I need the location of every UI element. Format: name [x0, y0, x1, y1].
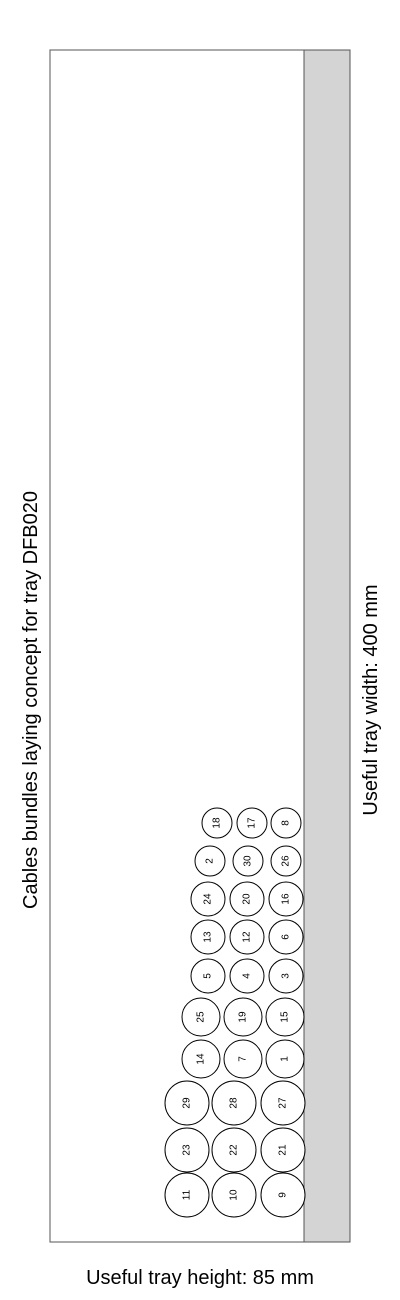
cable-bundle: 28 — [211, 1080, 257, 1126]
cable-bundle-circle — [223, 997, 263, 1037]
cable-bundle: 8 — [270, 807, 302, 839]
cable-bundle-label: 13 — [203, 931, 214, 943]
cable-bundle-circle — [265, 1039, 305, 1079]
cable-bundle-label: 11 — [182, 1189, 193, 1200]
cable-bundle-label: 19 — [238, 1011, 249, 1023]
cable-bundle-label: 7 — [238, 1056, 249, 1062]
cable-bundle-circle — [190, 919, 226, 955]
cable-bundle-circle — [164, 1127, 210, 1173]
cable-bundle-label: 24 — [203, 893, 214, 905]
cable-bundle-label: 4 — [242, 973, 253, 979]
cable-bundle-label: 6 — [281, 934, 292, 940]
cable-bundle: 9 — [260, 1172, 306, 1218]
cable-bundle: 15 — [265, 997, 305, 1037]
cable-bundle-circle — [268, 881, 304, 917]
cable-bundle-circle — [270, 807, 302, 839]
cable-bundle-circle — [201, 807, 233, 839]
cable-bundle-circle — [229, 919, 265, 955]
cable-bundle-circle — [232, 845, 264, 877]
cable-bundle-circle — [223, 1039, 263, 1079]
cable-bundle-circle — [164, 1080, 210, 1126]
cable-bundle: 25 — [181, 997, 221, 1037]
cable-bundle-circle — [260, 1080, 306, 1126]
cable-bundle: 29 — [164, 1080, 210, 1126]
cable-bundle-label: 28 — [229, 1097, 240, 1109]
cable-bundle-label: 29 — [182, 1097, 193, 1109]
cable-bundle-circle — [260, 1172, 306, 1218]
cable-bundle: 22 — [211, 1127, 257, 1173]
cable-bundle: 2 — [194, 845, 226, 877]
cable-bundle-circle — [164, 1172, 210, 1218]
cable-bundle: 26 — [270, 845, 302, 877]
cable-bundle-label: 16 — [281, 893, 292, 905]
cable-bundle: 30 — [232, 845, 264, 877]
cable-bundle: 18 — [201, 807, 233, 839]
cable-bundle: 14 — [181, 1039, 221, 1079]
cable-bundle-label: 14 — [196, 1053, 207, 1065]
cable-bundle-circle — [268, 919, 304, 955]
cable-bundle-circle — [211, 1127, 257, 1173]
cable-bundle-label: 9 — [278, 1192, 289, 1198]
tray-bottom-strip — [303, 49, 351, 1243]
cable-bundle: 11 — [164, 1172, 210, 1218]
cable-bundle-label: 25 — [196, 1011, 207, 1023]
cable-bundle-label: 3 — [281, 973, 292, 979]
cable-bundle: 10 — [211, 1172, 257, 1218]
cable-bundle-label: 21 — [278, 1144, 289, 1156]
tray-height-label: Useful tray height: 85 mm — [86, 1267, 314, 1289]
cable-bundle-circle — [190, 958, 226, 994]
cable-bundle-label: 12 — [242, 931, 253, 943]
cable-bundle: 17 — [236, 807, 268, 839]
cable-bundle-circle — [211, 1080, 257, 1126]
cable-bundle-circle — [229, 881, 265, 917]
cable-bundle-label: 18 — [212, 817, 223, 829]
diagram-title: Cables bundles laying concept for tray D… — [20, 491, 42, 909]
cable-bundle-label: 23 — [182, 1144, 193, 1156]
cable-bundle-label: 17 — [247, 817, 258, 829]
cable-bundle: 7 — [223, 1039, 263, 1079]
cable-bundle-circle — [268, 958, 304, 994]
cable-bundle-label: 1 — [280, 1056, 291, 1062]
cable-bundle-label: 5 — [203, 973, 214, 979]
cable-bundle: 5 — [190, 958, 226, 994]
tray-width-label: Useful tray width: 400 mm — [360, 584, 382, 815]
cable-bundle: 4 — [229, 958, 265, 994]
cable-bundle-label: 2 — [205, 858, 216, 864]
cable-bundle-circle — [270, 845, 302, 877]
cable-bundle-circle — [236, 807, 268, 839]
cable-bundle-circle — [265, 997, 305, 1037]
cable-bundle-label: 22 — [229, 1144, 240, 1156]
cable-bundle: 24 — [190, 881, 226, 917]
cable-bundle-circle — [181, 1039, 221, 1079]
cable-bundle-circle — [211, 1172, 257, 1218]
cable-bundle-circle — [190, 881, 226, 917]
cable-bundle-label: 27 — [278, 1097, 289, 1109]
cable-bundle: 1 — [265, 1039, 305, 1079]
cable-bundle: 16 — [268, 881, 304, 917]
cable-bundle-circle — [181, 997, 221, 1037]
cable-bundle-label: 26 — [281, 855, 292, 867]
cable-bundle-label: 30 — [243, 855, 254, 867]
cable-bundle: 23 — [164, 1127, 210, 1173]
cable-bundle: 3 — [268, 958, 304, 994]
cable-bundle: 12 — [229, 919, 265, 955]
cable-bundle-label: 15 — [280, 1011, 291, 1023]
cable-bundle: 27 — [260, 1080, 306, 1126]
cable-bundle-circle — [260, 1127, 306, 1173]
cable-bundle-circle — [194, 845, 226, 877]
cable-bundle-label: 10 — [229, 1189, 240, 1201]
cable-bundle: 19 — [223, 997, 263, 1037]
cable-bundle-label: 8 — [281, 820, 292, 826]
cable-bundle-label: 20 — [242, 893, 253, 905]
cable-bundle-circle — [229, 958, 265, 994]
cable-bundle: 20 — [229, 881, 265, 917]
cable-bundle: 21 — [260, 1127, 306, 1173]
cable-bundle: 6 — [268, 919, 304, 955]
cable-bundle: 13 — [190, 919, 226, 955]
